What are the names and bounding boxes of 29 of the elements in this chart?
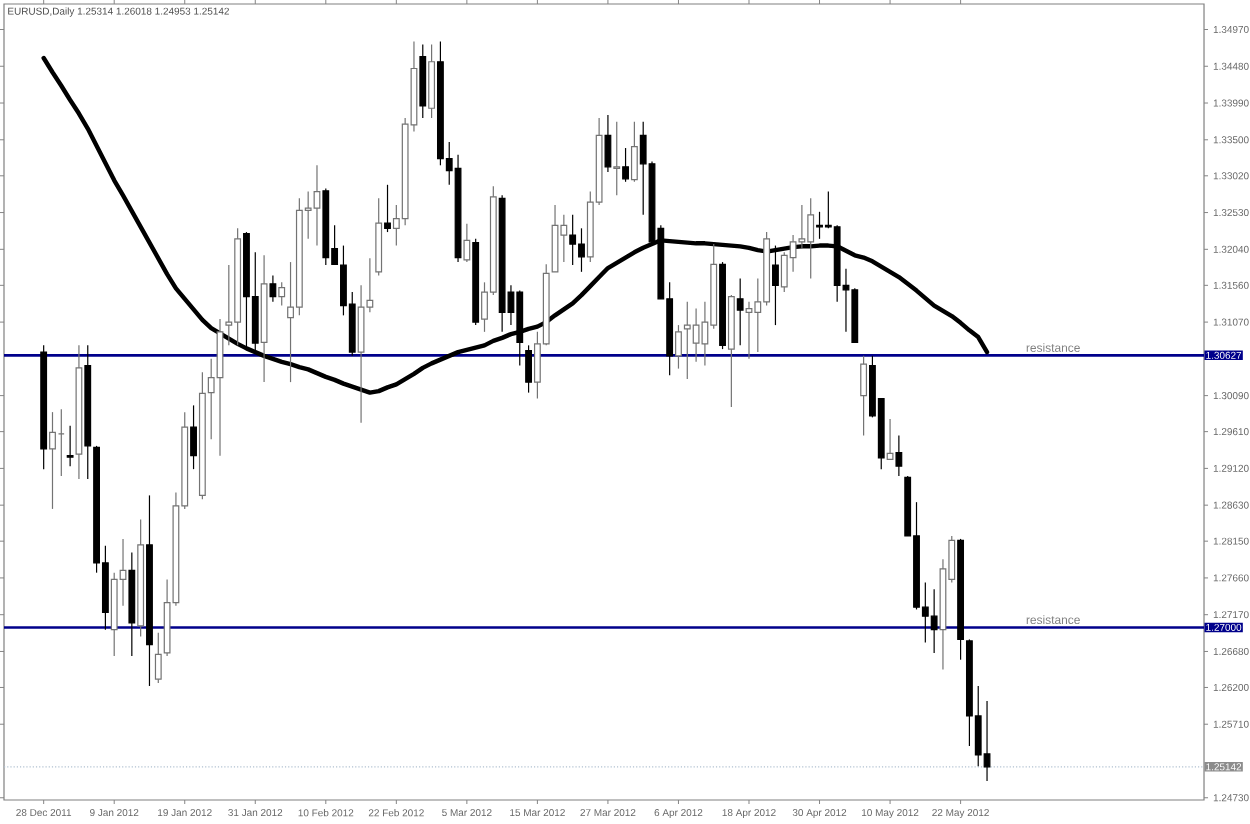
candlestick [190, 404, 197, 470]
candlestick [630, 121, 638, 183]
candlestick [772, 244, 779, 326]
candlestick [675, 324, 682, 370]
candlestick [886, 418, 894, 460]
candlestick [278, 281, 286, 307]
candlestick [604, 114, 612, 173]
candlestick [384, 184, 391, 233]
candlestick [269, 274, 277, 303]
candlestick [463, 223, 471, 263]
candlestick [745, 301, 753, 360]
candlestick [49, 411, 56, 510]
candlestick [930, 588, 938, 654]
candlestick [736, 277, 744, 346]
candlestick [551, 204, 559, 273]
candlestick [622, 147, 629, 183]
candlestick [692, 307, 700, 363]
candlestick [798, 204, 806, 250]
candlestick [66, 425, 74, 467]
candlestick [154, 632, 162, 684]
candlestick [313, 164, 321, 247]
candlestick [860, 355, 868, 436]
candlestick [895, 434, 903, 477]
candlestick [428, 43, 436, 119]
candlestick [569, 214, 577, 266]
candlestick [357, 284, 365, 424]
candlestick [525, 344, 533, 394]
candlestick [613, 121, 621, 196]
candlestick [983, 700, 991, 782]
